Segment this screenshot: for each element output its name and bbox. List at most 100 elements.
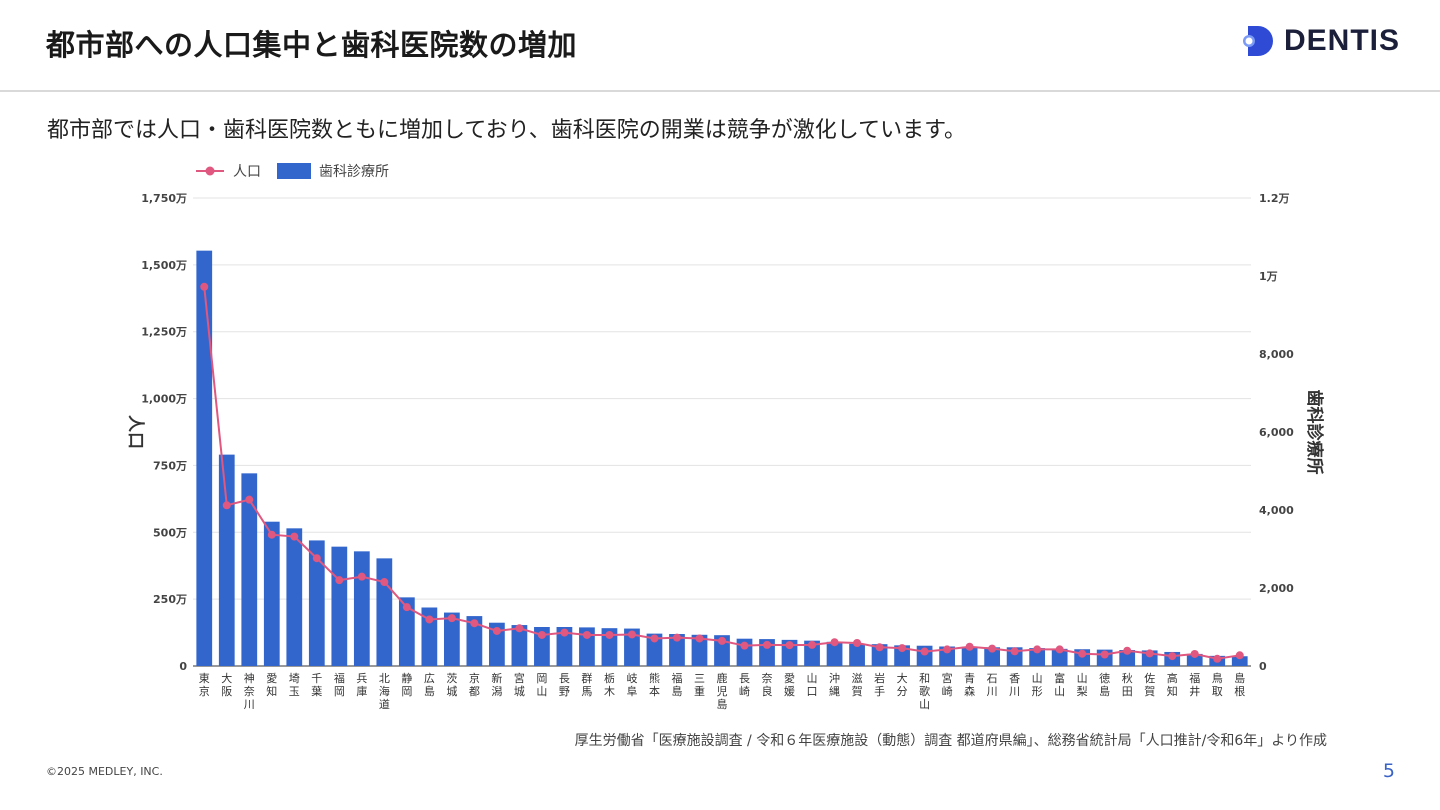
population-point-愛知	[267, 530, 276, 539]
bar-富山	[1051, 648, 1068, 666]
population-point-奈良	[763, 640, 772, 649]
bar-群馬	[579, 627, 595, 666]
bar-埼玉	[286, 528, 303, 666]
category-label: 佐賀	[1144, 671, 1155, 698]
category-label: 千葉	[311, 672, 322, 698]
population-point-青森	[965, 642, 974, 651]
category-label: 栃木	[604, 671, 615, 698]
population-point-山梨	[1078, 649, 1087, 658]
population-point-熊本	[650, 634, 659, 643]
category-label: 北海道	[379, 672, 390, 711]
category-label: 群馬	[581, 671, 592, 698]
category-label: 徳島	[1099, 672, 1110, 698]
category-label: 神奈川	[244, 671, 255, 711]
bar-兵庫	[353, 551, 370, 666]
legend-bar-swatch	[277, 163, 311, 179]
population-point-茨城	[447, 614, 456, 623]
bar-岐阜	[624, 628, 640, 666]
category-label: 奈良	[762, 671, 773, 698]
dental-clinic-bars	[196, 250, 1248, 666]
category-label: 宮城	[514, 671, 525, 698]
population-point-北海道	[380, 578, 389, 587]
bar-神奈川	[241, 473, 258, 666]
category-label: 山形	[1032, 672, 1043, 698]
population-point-静岡	[402, 603, 411, 612]
category-label: 三重	[694, 672, 705, 698]
population-point-山口	[808, 640, 817, 649]
population-point-鳥取	[1213, 654, 1222, 663]
population-line	[200, 282, 1244, 663]
bar-宮崎	[939, 646, 955, 666]
bar-京都	[466, 616, 483, 666]
bar-静岡	[398, 597, 415, 666]
category-label: 岩手	[874, 671, 885, 698]
page-number: 5	[1382, 760, 1395, 782]
bar-長野	[556, 627, 573, 666]
bar-東京	[196, 250, 213, 666]
category-label: 東京	[199, 672, 210, 698]
left-tick-label: 0	[179, 660, 187, 673]
right-axis-title: 歯科診療所	[1304, 390, 1325, 475]
population-point-宮城	[515, 624, 524, 633]
bar-広島	[421, 607, 438, 666]
category-label: 香川	[1009, 672, 1020, 698]
bar-新潟	[489, 622, 505, 666]
dentis-logo: DENTIS	[1242, 24, 1400, 58]
population-point-栃木	[605, 630, 614, 639]
population-point-広島	[425, 615, 434, 624]
category-label: 和歌山	[919, 672, 930, 711]
bar-福井	[1186, 653, 1203, 666]
right-tick-label: 1万	[1259, 270, 1278, 283]
population-point-鹿児島	[718, 636, 726, 645]
header-divider	[0, 90, 1440, 92]
population-point-大阪	[222, 501, 231, 510]
bar-愛媛	[781, 639, 798, 666]
population-point-岡山	[537, 630, 546, 639]
category-label: 富山	[1054, 671, 1065, 698]
category-label: 宮崎	[942, 671, 953, 698]
population-point-石川	[988, 644, 997, 653]
category-label: 沖縄	[829, 672, 840, 698]
category-label: 大分	[897, 671, 908, 698]
category-label: 新潟	[491, 671, 502, 698]
bar-石川	[984, 647, 1001, 666]
population-point-山形	[1033, 645, 1042, 654]
category-label: 鹿児島	[717, 671, 728, 711]
population-point-岐阜	[627, 630, 636, 639]
category-label: 埼玉	[289, 671, 300, 698]
population-point-長崎	[740, 641, 749, 650]
left-tick-label: 1,500万	[141, 259, 187, 272]
category-label: 秋田	[1122, 671, 1133, 698]
left-tick-label: 750万	[153, 459, 187, 472]
category-label: 福岡	[334, 671, 345, 698]
population-point-香川	[1010, 647, 1019, 656]
category-label: 岐阜	[626, 672, 637, 698]
category-label: 山口	[807, 672, 818, 698]
bar-千葉	[308, 540, 325, 666]
right-tick-label: 6,000	[1259, 426, 1294, 439]
logo-mark-icon	[1242, 26, 1273, 56]
population-point-宮崎	[943, 645, 952, 654]
slide-title: 都市部への人口集中と歯科医院数の増加	[46, 28, 578, 62]
bar-福島	[669, 634, 685, 666]
population-point-東京	[200, 282, 209, 291]
population-point-富山	[1055, 645, 1064, 654]
category-label: 熊本	[649, 671, 660, 698]
bar-岩手	[871, 644, 888, 666]
population-point-福島	[672, 633, 681, 642]
left-axis-title: 人口	[125, 415, 145, 449]
right-tick-label: 4,000	[1259, 504, 1294, 517]
population-point-長野	[560, 628, 569, 637]
category-label: 長野	[559, 672, 570, 698]
copyright: ©2025 MEDLEY, INC.	[46, 765, 163, 778]
bar-大分	[894, 645, 910, 666]
bar-北海道	[376, 558, 393, 666]
bar-三重	[691, 634, 708, 666]
category-label: 福井	[1189, 671, 1200, 698]
legend-label-population: 人口	[233, 164, 261, 180]
category-label: 石川	[987, 672, 998, 698]
category-label: 兵庫	[356, 672, 367, 698]
